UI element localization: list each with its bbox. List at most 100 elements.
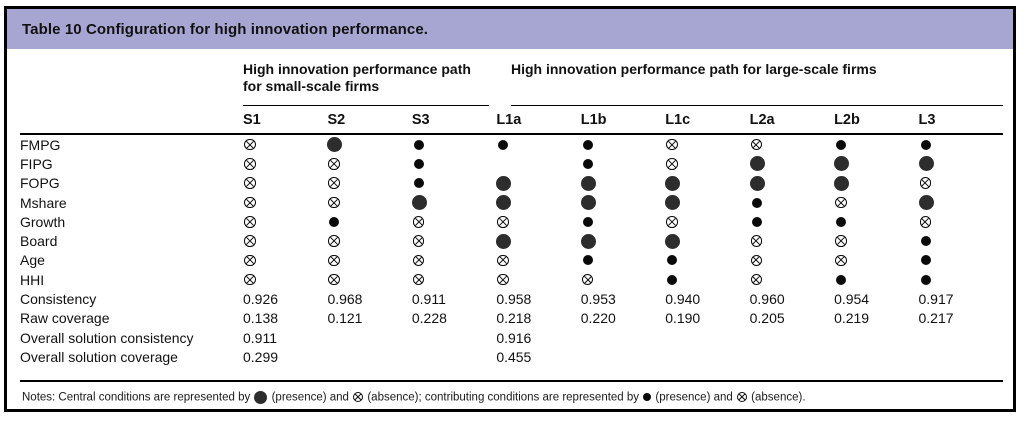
- symbol-cell: [243, 158, 327, 170]
- central-presence-icon: [749, 175, 765, 191]
- value-cell: 0.953: [580, 291, 616, 308]
- central-presence-icon: [834, 156, 850, 172]
- contributing-absence-icon: [666, 216, 678, 228]
- symbol-cell: [918, 195, 1003, 211]
- contributing-absence-icon: [244, 177, 256, 189]
- central-presence-icon: [580, 195, 596, 211]
- symbol-cell: [834, 216, 918, 227]
- table-row: FOPG: [20, 174, 1003, 193]
- contributing-presence-icon: [751, 216, 762, 227]
- row-label: FOPG: [20, 175, 60, 192]
- table-row: FIPG: [20, 154, 1003, 173]
- symbol-cell: [750, 216, 834, 227]
- symbol-cell: [580, 233, 665, 249]
- contributing-presence-icon: [920, 255, 931, 266]
- symbol-cell: [412, 273, 496, 286]
- value-cell: 0.218: [496, 310, 532, 327]
- symbol-cell: [918, 156, 1003, 172]
- contributing-absence-icon: [244, 138, 256, 151]
- contributing-absence-icon: [412, 273, 425, 286]
- table-row: HHI: [20, 270, 1003, 289]
- symbol-cell: [327, 216, 411, 227]
- contributing-absence-icon: [919, 216, 931, 228]
- table-frame: Table 10 Configuration for high innovati…: [4, 6, 1016, 412]
- contributing-absence-icon: [244, 196, 256, 209]
- value-cell: 0.190: [665, 310, 701, 327]
- symbol-cell: [496, 175, 580, 191]
- symbol-cell: [665, 138, 749, 151]
- value-cell: 0.926: [243, 291, 279, 308]
- value-cell: 0.911: [243, 329, 277, 346]
- contributing-presence-icon: [582, 216, 593, 227]
- table-row: Overall solution consistency 0.911 0.916: [20, 328, 1003, 347]
- symbol-cell: [665, 233, 749, 249]
- contributing-absence-icon: [750, 273, 763, 286]
- contributing-absence-icon: [328, 196, 340, 209]
- row-label: FMPG: [20, 136, 61, 153]
- contributing-presence-icon: [329, 216, 340, 227]
- contributing-presence-icon: [582, 139, 593, 150]
- row-label: FIPG: [20, 155, 53, 172]
- contributing-absence-icon: [244, 158, 256, 170]
- column-header-row: S1 S2 S3 L1a L1b L1c L2a L2b L3: [20, 106, 1003, 135]
- row-label: Age: [20, 252, 45, 269]
- contributing-presence-icon: [836, 274, 847, 285]
- symbol-cell: [919, 216, 1003, 228]
- group-header-spacer: [20, 61, 243, 106]
- symbol-cell: [581, 139, 665, 150]
- table-row: Overall solution coverage 0.299 0.455: [20, 347, 1003, 366]
- contributing-presence-icon: [582, 158, 593, 169]
- contributing-presence-icon: [751, 197, 762, 208]
- symbol-cell: [665, 175, 749, 191]
- contributing-presence-icon: [667, 255, 678, 266]
- table-content: High innovation performance path for sma…: [7, 61, 1013, 409]
- column-header-s1: S1: [243, 112, 261, 128]
- central-presence-icon: [665, 233, 681, 249]
- symbol-cell: [496, 195, 580, 211]
- table-title: Table 10 Configuration for high innovati…: [22, 20, 429, 38]
- row-label: Raw coverage: [20, 310, 110, 327]
- symbol-cell: [919, 139, 1003, 150]
- symbol-cell: [581, 255, 665, 266]
- contributing-absence-icon: [666, 138, 678, 151]
- column-header-l2b: L2b: [834, 112, 860, 128]
- central-presence-icon: [665, 195, 681, 211]
- contributing-absence-icon: [244, 273, 256, 286]
- central-presence-icon: [496, 175, 512, 191]
- table-body: FMPG FIPG FOPG Mshare Growth Board Age HHI Consi…: [20, 135, 1003, 367]
- symbol-cell: [327, 273, 411, 286]
- notes-text: (absence); contributing conditions are r…: [364, 391, 643, 404]
- contributing-presence-icon: [498, 139, 509, 150]
- symbol-cell: [243, 273, 327, 286]
- symbol-cell: [750, 254, 834, 267]
- value-cell: 0.954: [834, 291, 870, 308]
- contributing-presence-icon: [920, 236, 931, 247]
- table-row: Age: [20, 251, 1003, 270]
- row-label: Mshare: [20, 194, 67, 211]
- notes-text: (absence).: [747, 391, 806, 404]
- symbol-cell: [243, 177, 327, 189]
- symbol-cell: [750, 273, 834, 286]
- central-presence-icon: [580, 175, 596, 191]
- symbol-cell: [580, 175, 665, 191]
- value-cell: 0.916: [496, 329, 532, 346]
- central-presence-icon: [665, 175, 681, 191]
- symbol-cell: [750, 235, 834, 247]
- central-presence-icon: [496, 233, 512, 249]
- symbol-cell: [665, 274, 749, 285]
- central-presence-icon: [254, 390, 268, 404]
- table-row: Consistency 0.926 0.968 0.911 0.958 0.953 0.94…: [20, 289, 1003, 308]
- symbol-cell: [750, 197, 834, 208]
- symbol-cell: [327, 177, 411, 189]
- symbol-cell: [834, 235, 918, 247]
- table-row: Raw coverage 0.138 0.121 0.228 0.218 0.220 0.1…: [20, 309, 1003, 328]
- symbol-cell: [749, 175, 834, 191]
- notes-text: Notes: Central conditions are represente…: [22, 391, 254, 404]
- contributing-absence-icon: [328, 254, 340, 267]
- symbol-cell: [919, 255, 1003, 266]
- contributing-presence-icon: [582, 255, 593, 266]
- row-label: Growth: [20, 213, 66, 230]
- symbol-cell: [327, 254, 411, 267]
- symbol-cell: [412, 158, 496, 169]
- symbol-cell: [327, 137, 411, 153]
